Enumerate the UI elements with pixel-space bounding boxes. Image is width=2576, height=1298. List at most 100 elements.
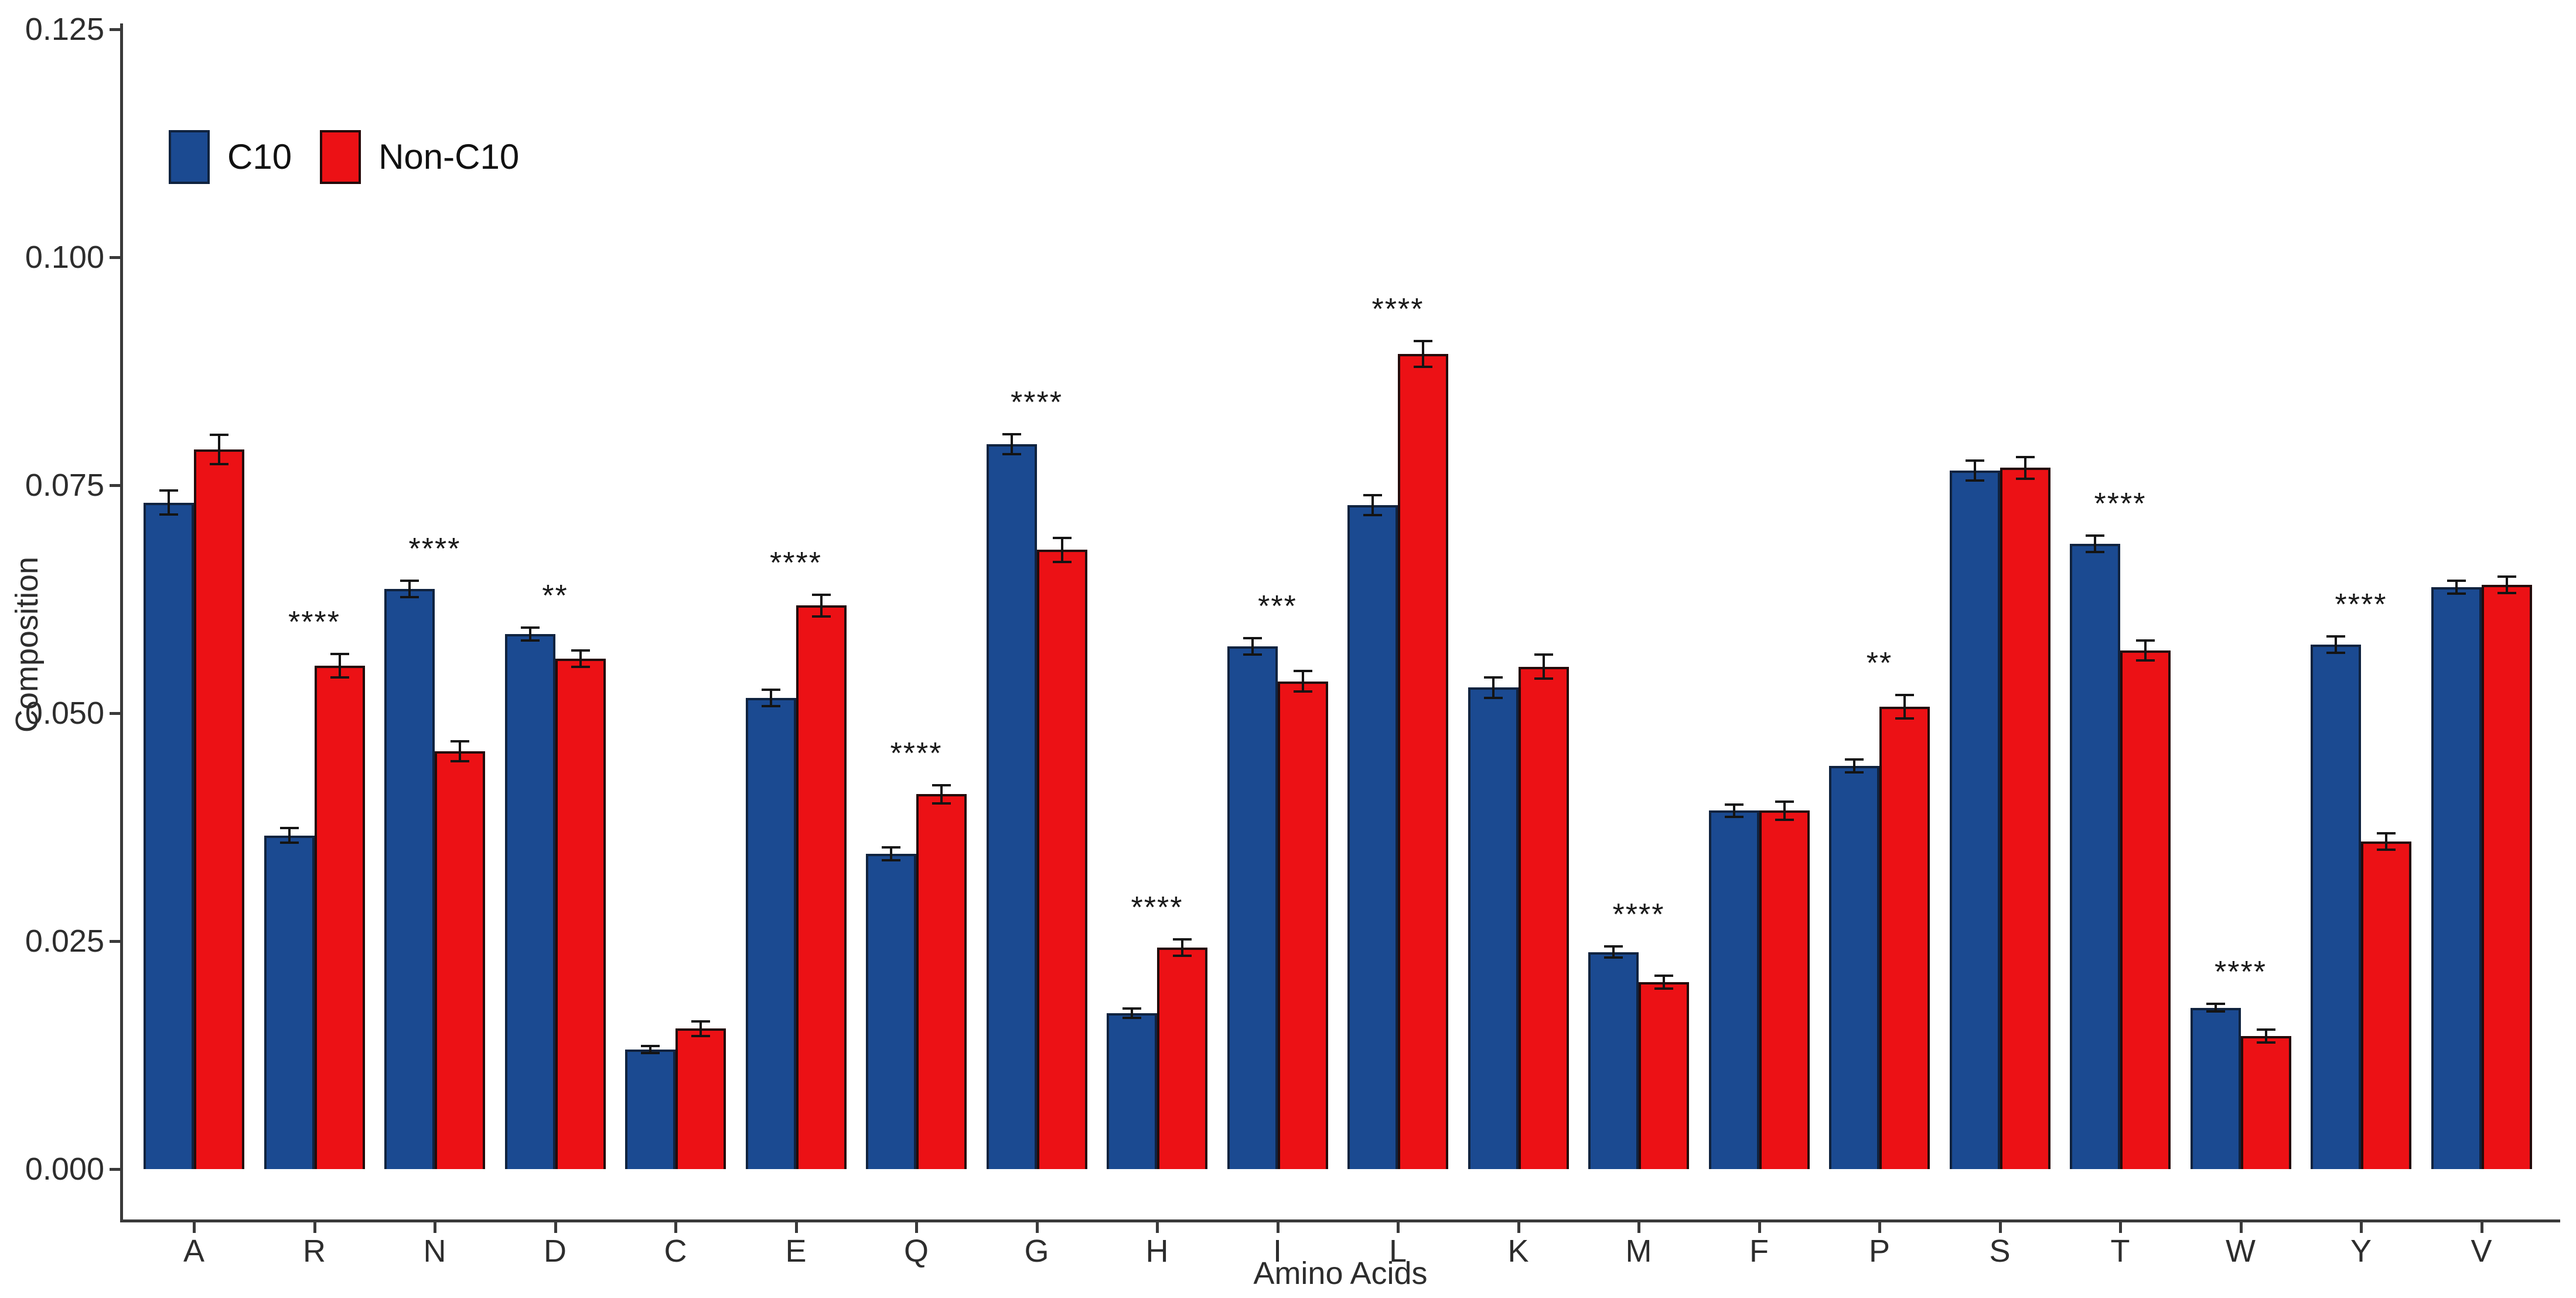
error-bar-cap [1775, 800, 1794, 803]
error-bar-cap [571, 665, 590, 668]
bar [2481, 584, 2532, 1169]
error-bar [528, 627, 531, 641]
x-tick-mark [434, 1222, 436, 1233]
error-bar-cap [1052, 560, 1072, 563]
error-bar-cap [1414, 365, 1432, 368]
significance-stars: **** [408, 532, 461, 567]
x-tick-label: G [1024, 1234, 1049, 1269]
error-bar-cap [451, 740, 469, 743]
error-bar [288, 828, 291, 843]
x-tick-mark [1878, 1222, 1881, 1233]
error-bar-cap [882, 846, 900, 849]
non-c10-color-swatch [320, 130, 361, 184]
bar [264, 835, 315, 1169]
error-bar-cap [159, 513, 178, 516]
bar [2431, 587, 2482, 1169]
error-bar-cap [2136, 659, 2155, 662]
error-bar-cap [2326, 635, 2345, 638]
x-tick-label: H [1145, 1234, 1169, 1269]
significance-stars: *** [1258, 590, 1297, 624]
bar [435, 751, 485, 1169]
bar [1588, 952, 1639, 1169]
bar [1157, 947, 1207, 1169]
error-bar-cap [520, 639, 540, 642]
error-bar-cap [2326, 652, 2345, 655]
x-tick-label: L [1388, 1234, 1407, 1269]
error-bar [2455, 581, 2458, 594]
error-bar-cap [2377, 832, 2396, 835]
y-tick-label: 0.125 [25, 12, 104, 47]
x-tick-mark [794, 1222, 798, 1233]
bar [314, 666, 365, 1169]
error-bar-cap [811, 615, 831, 618]
bar [745, 697, 796, 1169]
error-bar-cap [1724, 816, 1744, 819]
error-bar-cap [1654, 975, 1673, 977]
error-bar [1903, 694, 1906, 719]
bar [1829, 766, 1879, 1169]
error-bar-cap [210, 434, 228, 437]
x-tick-mark [1035, 1222, 1039, 1233]
error-bar-cap [2136, 639, 2155, 642]
error-bar-cap [2206, 1010, 2225, 1013]
y-tick-mark [110, 1168, 120, 1171]
bar [2311, 645, 2361, 1169]
significance-stars: **** [890, 736, 943, 771]
error-bar [2144, 640, 2147, 660]
error-bar-cap [761, 704, 780, 707]
x-tick-label: F [1749, 1234, 1769, 1269]
error-bar-cap [1173, 938, 1192, 941]
error-bar [2505, 576, 2508, 593]
error-bar [168, 490, 170, 515]
x-tick-mark [1998, 1222, 2002, 1233]
error-bar-cap [2377, 849, 2396, 851]
bar [625, 1050, 675, 1169]
y-tick-mark [110, 28, 120, 31]
error-bar-cap [641, 1052, 660, 1055]
significance-stars: **** [2094, 486, 2147, 521]
error-bar-cap [1122, 1007, 1141, 1010]
error-bar [1422, 341, 1424, 367]
bar [1347, 505, 1398, 1169]
error-bar [1251, 638, 1254, 655]
bar [384, 589, 435, 1169]
x-tick-mark [1517, 1222, 1520, 1233]
error-bar-cap [1363, 494, 1382, 497]
x-tick-label: S [1989, 1234, 2011, 1269]
error-bar-cap [1654, 987, 1673, 990]
error-bar [1060, 538, 1063, 562]
error-bar [1301, 671, 1304, 691]
error-bar-cap [932, 802, 951, 805]
bar [1277, 681, 1328, 1169]
error-bar-cap [571, 649, 590, 652]
x-tick-mark [1637, 1222, 1640, 1233]
x-tick-mark [2480, 1222, 2483, 1233]
bar [1398, 353, 1448, 1169]
error-bar [769, 689, 772, 706]
error-bar-cap [1483, 696, 1503, 699]
x-tick-mark [554, 1222, 557, 1233]
error-bar-cap [1895, 717, 1914, 720]
x-tick-mark [2239, 1222, 2243, 1233]
error-bar [1492, 677, 1495, 698]
error-bar [1732, 804, 1735, 817]
x-tick-label: C [664, 1234, 687, 1269]
legend-item-c10: C10 [169, 130, 292, 184]
error-bar [408, 581, 411, 598]
error-bar-cap [761, 688, 780, 691]
error-bar [338, 653, 341, 678]
x-tick-label: T [2110, 1234, 2130, 1269]
error-bar [890, 847, 892, 860]
error-bar [1973, 460, 1976, 481]
error-bar-cap [451, 760, 469, 763]
bar [1036, 550, 1087, 1169]
c10-color-swatch [169, 130, 210, 184]
error-bar-cap [2015, 478, 2035, 481]
error-bar [1371, 495, 1374, 516]
error-bar-cap [1173, 954, 1192, 957]
error-bar-cap [1965, 459, 1984, 462]
y-tick-label: 0.050 [25, 696, 104, 731]
x-tick-mark [193, 1222, 196, 1233]
error-bar-cap [330, 676, 349, 679]
error-bar-cap [1965, 479, 1984, 482]
